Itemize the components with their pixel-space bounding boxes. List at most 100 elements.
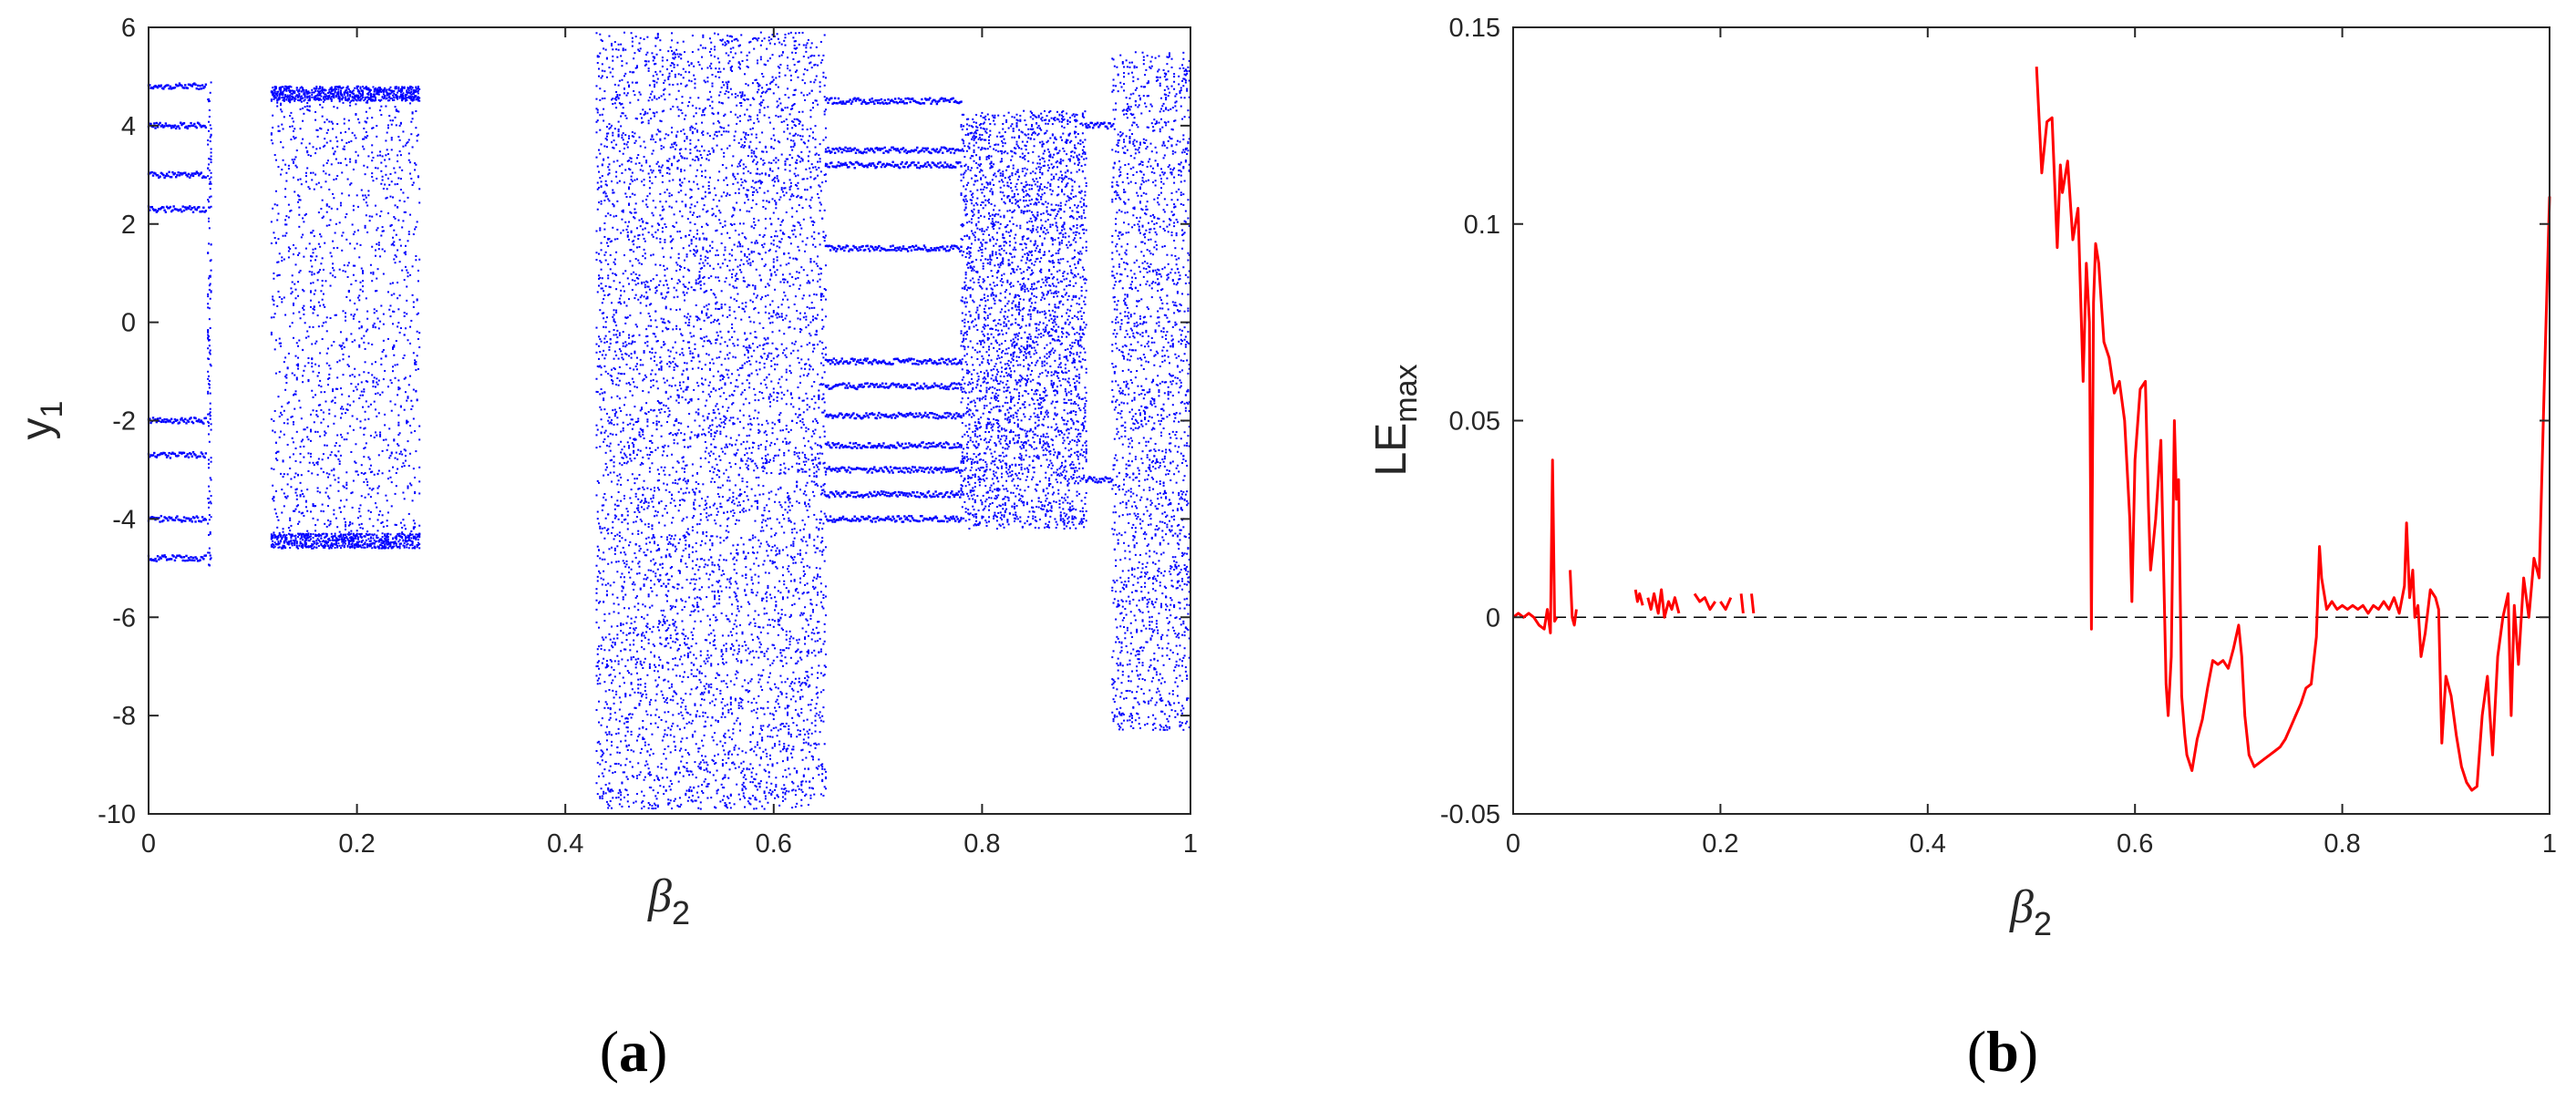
data-point bbox=[397, 297, 399, 300]
data-point bbox=[335, 543, 337, 546]
data-point bbox=[596, 181, 599, 184]
data-point bbox=[278, 273, 281, 276]
data-point bbox=[620, 303, 623, 305]
data-point bbox=[641, 633, 644, 636]
data-point bbox=[384, 424, 386, 427]
data-point bbox=[652, 497, 654, 499]
data-point bbox=[601, 797, 603, 800]
data-point bbox=[607, 277, 610, 280]
data-point bbox=[294, 92, 296, 95]
data-point bbox=[284, 547, 287, 550]
data-point bbox=[395, 536, 397, 539]
data-point bbox=[646, 425, 649, 427]
data-point bbox=[330, 120, 333, 123]
data-point bbox=[604, 180, 607, 182]
data-point bbox=[645, 376, 648, 378]
data-point bbox=[347, 97, 350, 99]
data-point bbox=[362, 96, 365, 98]
data-point bbox=[395, 255, 397, 258]
data-point bbox=[399, 405, 402, 407]
data-point bbox=[366, 484, 369, 487]
data-point bbox=[376, 167, 379, 170]
data-point bbox=[284, 536, 287, 539]
data-point bbox=[198, 455, 201, 458]
data-point bbox=[598, 252, 601, 255]
data-point bbox=[618, 165, 621, 168]
data-point bbox=[362, 406, 365, 408]
data-point bbox=[616, 483, 619, 486]
data-point bbox=[316, 94, 319, 97]
data-point bbox=[173, 86, 177, 89]
data-point bbox=[200, 171, 203, 174]
data-point bbox=[332, 262, 335, 265]
data-point bbox=[651, 733, 654, 736]
data-point bbox=[355, 85, 358, 87]
data-point bbox=[332, 539, 335, 541]
data-point bbox=[297, 532, 300, 535]
data-point bbox=[407, 512, 410, 515]
data-point bbox=[403, 546, 406, 549]
data-point bbox=[291, 274, 294, 277]
data-point bbox=[273, 299, 275, 302]
data-point bbox=[338, 544, 341, 547]
data-point bbox=[274, 339, 277, 342]
data-point bbox=[601, 509, 603, 511]
data-point bbox=[644, 636, 646, 639]
data-point bbox=[314, 173, 317, 176]
data-point bbox=[160, 172, 164, 175]
data-point bbox=[345, 158, 347, 160]
data-point bbox=[274, 535, 277, 538]
data-point bbox=[609, 713, 612, 715]
data-point bbox=[208, 351, 211, 354]
data-point bbox=[382, 349, 385, 352]
data-point bbox=[285, 540, 288, 543]
data-point bbox=[291, 291, 294, 293]
data-point bbox=[620, 623, 623, 626]
data-point bbox=[178, 519, 181, 521]
data-point bbox=[613, 675, 616, 678]
data-point bbox=[371, 117, 374, 119]
data-point bbox=[349, 91, 352, 94]
data-point bbox=[599, 129, 602, 131]
data-point bbox=[611, 396, 613, 399]
data-point bbox=[613, 215, 615, 218]
data-point bbox=[335, 314, 337, 316]
data-point bbox=[162, 451, 165, 455]
data-point bbox=[603, 492, 606, 495]
data-point bbox=[360, 522, 363, 525]
data-point bbox=[315, 414, 318, 417]
data-point bbox=[600, 374, 603, 376]
data-point bbox=[351, 546, 354, 549]
data-point bbox=[335, 222, 337, 225]
data-point bbox=[369, 94, 372, 97]
data-point bbox=[350, 283, 353, 285]
data-point bbox=[327, 425, 330, 427]
data-point bbox=[363, 480, 366, 483]
data-point bbox=[371, 547, 374, 550]
data-point bbox=[280, 108, 283, 111]
data-point bbox=[368, 468, 371, 470]
data-point bbox=[149, 122, 151, 125]
data-point bbox=[374, 540, 376, 543]
data-point bbox=[392, 370, 395, 373]
data-point bbox=[176, 125, 179, 129]
data-point bbox=[634, 258, 637, 261]
data-point bbox=[401, 532, 404, 535]
data-point bbox=[393, 439, 396, 442]
data-point bbox=[608, 169, 611, 171]
data-point bbox=[297, 473, 300, 476]
data-point bbox=[596, 188, 599, 190]
data-point bbox=[371, 542, 374, 545]
data-point bbox=[313, 542, 315, 545]
data-point bbox=[150, 170, 153, 174]
data-point bbox=[207, 420, 210, 423]
data-point bbox=[388, 96, 391, 98]
data-point bbox=[320, 208, 323, 211]
data-point bbox=[365, 110, 367, 113]
data-point bbox=[600, 418, 603, 421]
data-point bbox=[342, 374, 345, 376]
data-point bbox=[629, 422, 632, 425]
data-point bbox=[349, 540, 352, 542]
data-point bbox=[607, 562, 610, 565]
data-point bbox=[304, 175, 307, 178]
